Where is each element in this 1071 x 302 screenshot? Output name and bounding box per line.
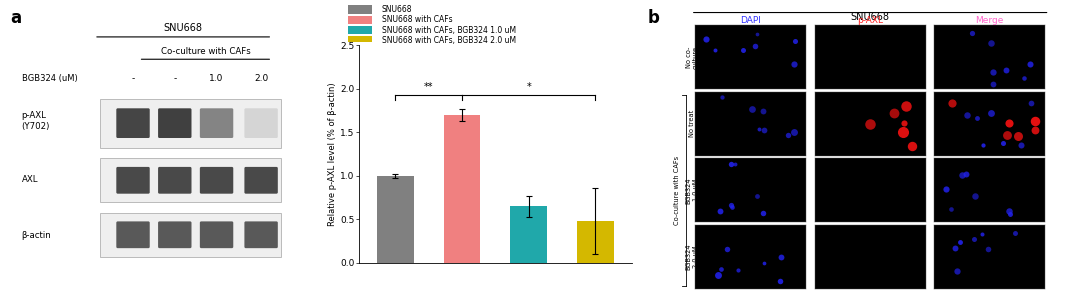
FancyBboxPatch shape	[200, 221, 233, 248]
Text: **: **	[424, 82, 434, 92]
Y-axis label: No co-
culture: No co- culture	[685, 46, 698, 69]
FancyBboxPatch shape	[244, 108, 277, 138]
Bar	[348, 5, 373, 14]
FancyBboxPatch shape	[244, 167, 277, 194]
FancyBboxPatch shape	[117, 167, 150, 194]
Bar	[348, 36, 373, 45]
Text: b: b	[648, 9, 660, 27]
Text: SNU668: SNU668	[850, 12, 890, 22]
Title: DAPI: DAPI	[740, 16, 761, 25]
Text: -: -	[132, 74, 135, 83]
Bar	[100, 158, 281, 202]
Title: p-AXL: p-AXL	[857, 16, 884, 25]
Y-axis label: Relative p-AXL level (% of β-actin): Relative p-AXL level (% of β-actin)	[329, 82, 337, 226]
FancyBboxPatch shape	[159, 108, 192, 138]
Text: SNU668: SNU668	[164, 24, 202, 34]
Bar	[100, 98, 281, 148]
Text: Co-culture with CAFs: Co-culture with CAFs	[161, 47, 251, 56]
Text: a: a	[11, 9, 21, 27]
Text: BGB324 (uM): BGB324 (uM)	[21, 74, 77, 83]
Y-axis label: No treat: No treat	[690, 110, 695, 137]
Text: p-AXL
(Y702): p-AXL (Y702)	[21, 111, 50, 131]
Bar	[510, 206, 547, 263]
Text: β-actin: β-actin	[21, 231, 51, 240]
Text: AXL: AXL	[21, 175, 39, 184]
Text: SNU668 with CAFs: SNU668 with CAFs	[381, 15, 452, 24]
Bar	[348, 16, 373, 24]
Bar	[443, 115, 481, 263]
Bar	[577, 221, 614, 263]
Y-axis label: BGB324
2.0 uM: BGB324 2.0 uM	[685, 243, 698, 270]
FancyBboxPatch shape	[159, 167, 192, 194]
FancyBboxPatch shape	[159, 221, 192, 248]
Text: 2.0: 2.0	[254, 74, 268, 83]
FancyBboxPatch shape	[117, 108, 150, 138]
Text: SNU668: SNU668	[381, 5, 412, 14]
Text: Co-culture with CAFs: Co-culture with CAFs	[674, 156, 680, 225]
Bar	[348, 26, 373, 34]
Bar	[100, 213, 281, 257]
FancyBboxPatch shape	[200, 167, 233, 194]
FancyBboxPatch shape	[244, 221, 277, 248]
Y-axis label: BGB324
1.0 uM: BGB324 1.0 uM	[685, 177, 698, 204]
Bar	[377, 176, 413, 263]
Title: Merge: Merge	[976, 16, 1004, 25]
Text: -: -	[174, 74, 177, 83]
FancyBboxPatch shape	[117, 221, 150, 248]
Text: SNU668 with CAFs, BGB324 2.0 uM: SNU668 with CAFs, BGB324 2.0 uM	[381, 36, 516, 45]
FancyBboxPatch shape	[200, 108, 233, 138]
Text: *: *	[526, 82, 531, 92]
Text: SNU668 with CAFs, BGB324 1.0 uM: SNU668 with CAFs, BGB324 1.0 uM	[381, 26, 516, 35]
Text: 1.0: 1.0	[209, 74, 224, 83]
